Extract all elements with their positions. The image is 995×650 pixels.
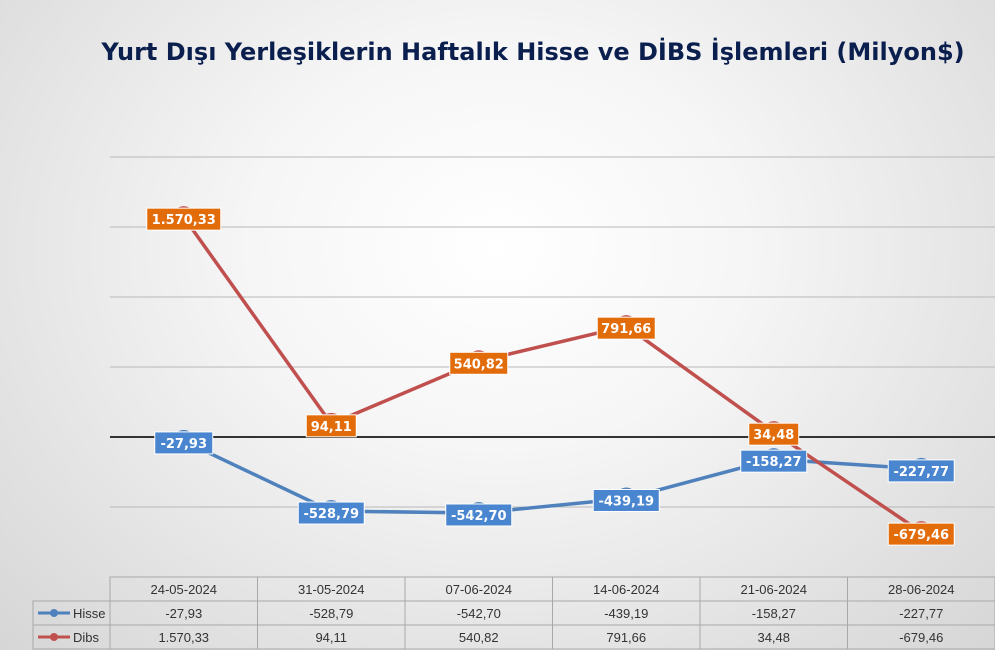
data-label-box: [445, 503, 513, 527]
data-label-box: [154, 431, 214, 455]
x-tick-label: 14-06-2024: [593, 582, 660, 597]
data-label-hisse: -528,79: [297, 501, 365, 525]
data-label-dibs: 34,48: [748, 422, 800, 446]
table-cell-value: 540,82: [459, 630, 499, 645]
table-cell-value: -528,79: [309, 606, 353, 621]
data-label-text: 791,66: [601, 322, 651, 337]
data-label-dibs: -679,46: [887, 522, 955, 546]
data-label-box: [592, 488, 660, 512]
data-label-text: -439,19: [598, 494, 654, 509]
x-tick-label: 31-05-2024: [298, 582, 365, 597]
gridlines: [110, 156, 995, 578]
series-markers: [172, 206, 933, 544]
data-label-box: [740, 449, 808, 473]
data-label-text: 94,11: [311, 420, 352, 435]
data-label-hisse: -439,19: [592, 488, 660, 512]
data-label-text: 1.570,33: [152, 213, 216, 228]
data-label-dibs: 540,82: [449, 351, 509, 375]
data-label-hisse: -542,70: [445, 503, 513, 527]
series-lines: [182, 216, 923, 534]
table-cell-value: 34,48: [757, 630, 790, 645]
series-line-dibs: [182, 216, 923, 534]
table-cell-value: -227,77: [899, 606, 943, 621]
data-label-text: -528,79: [303, 507, 359, 522]
data-label-box: [887, 459, 955, 483]
table-cell-value: -158,27: [752, 606, 796, 621]
legend-entry-dibs: Dibs: [38, 630, 100, 645]
table-cell-value: -27,93: [165, 606, 202, 621]
data-label-box: [887, 522, 955, 546]
table-cell-value: 94,11: [315, 630, 347, 645]
data-label-dibs: 94,11: [305, 414, 357, 438]
data-label-text: -227,77: [893, 465, 949, 480]
x-tick-label: 07-06-2024: [446, 582, 513, 597]
legend-label: Dibs: [73, 630, 100, 645]
data-label-text: -27,93: [160, 437, 207, 452]
legend-swatch-marker: [50, 633, 58, 641]
table-cell-value: 1.570,33: [158, 630, 209, 645]
x-tick-label: 21-06-2024: [741, 582, 808, 597]
data-label-box: [449, 351, 509, 375]
data-label-dibs: 791,66: [596, 316, 656, 340]
data-label-text: 540,82: [454, 357, 504, 372]
x-tick-label: 24-05-2024: [151, 582, 218, 597]
table-cell-value: 791,66: [606, 630, 646, 645]
data-label-hisse: -227,77: [887, 459, 955, 483]
data-table: 24-05-2024 31-05-2024 07-06-2024 14-06-2024…: [32, 576, 995, 650]
data-label-box: [596, 316, 656, 340]
data-labels: -27,93 -528,79 -542,70 -439,19 -158,27 -227,7…: [146, 207, 955, 546]
data-label-text: 34,48: [753, 428, 794, 443]
data-label-box: [146, 207, 222, 231]
table-cell-value: -679,46: [899, 630, 943, 645]
data-label-dibs: 1.570,33: [146, 207, 222, 231]
table-cell-value: -542,70: [457, 606, 501, 621]
x-tick-label: 28-06-2024: [888, 582, 955, 597]
legend-label: Hisse: [73, 606, 106, 621]
data-label-box: [748, 422, 800, 446]
data-label-text: -542,70: [451, 509, 507, 524]
series-line-hisse: [182, 439, 922, 515]
legend-swatch-marker: [50, 609, 58, 617]
data-label-hisse: -158,27: [740, 449, 808, 473]
table-cell-value: -439,19: [604, 606, 648, 621]
data-label-text: -158,27: [746, 455, 802, 470]
legend-entry-hisse: Hisse: [38, 606, 106, 621]
data-label-box: [305, 414, 357, 438]
data-label-text: -679,46: [893, 528, 949, 543]
data-label-hisse: -27,93: [154, 431, 214, 455]
chart-title: Yurt Dışı Yerleşiklerin Haftalık Hisse v…: [100, 37, 964, 66]
data-label-box: [297, 501, 365, 525]
